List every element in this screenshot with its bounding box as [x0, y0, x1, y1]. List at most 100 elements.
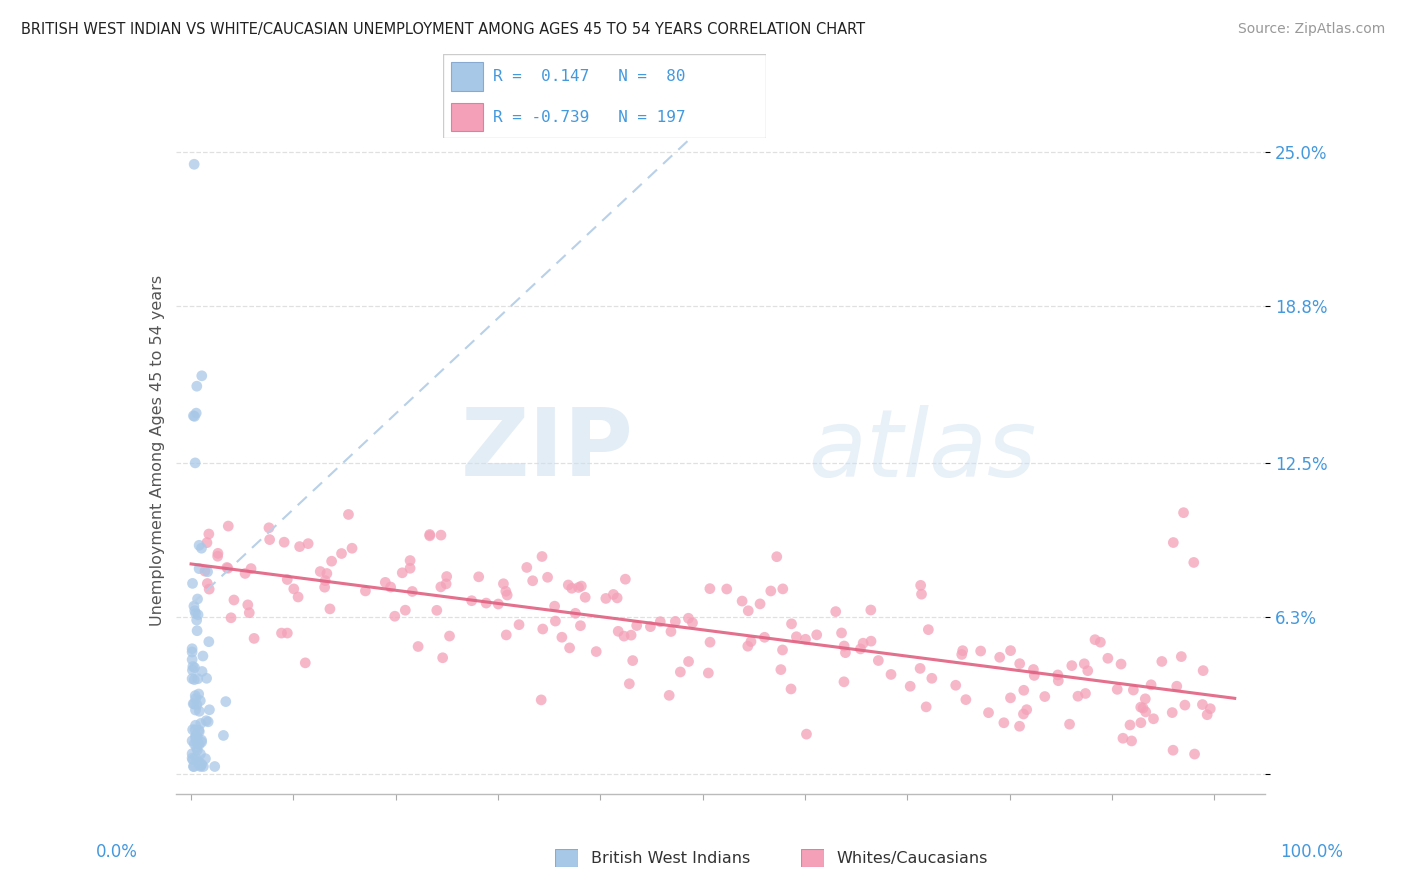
- Point: [190, 735, 212, 749]
- Point: [187, 687, 209, 701]
- Point: [1170, 649, 1192, 664]
- Point: [1000, 643, 1022, 657]
- Point: [198, 527, 221, 541]
- Point: [181, 753, 204, 767]
- Point: [399, 561, 422, 575]
- Point: [824, 605, 846, 619]
- Point: [197, 714, 219, 729]
- Point: [187, 672, 209, 686]
- Point: [1090, 635, 1112, 649]
- Point: [1135, 691, 1157, 706]
- Point: [569, 618, 592, 632]
- Point: [780, 681, 803, 696]
- Point: [613, 629, 636, 643]
- Point: [186, 731, 208, 745]
- Point: [952, 643, 974, 657]
- Point: [257, 521, 280, 535]
- Point: [1182, 556, 1205, 570]
- Point: [1008, 657, 1031, 671]
- Point: [294, 656, 316, 670]
- Point: [1161, 743, 1184, 757]
- Point: [183, 759, 205, 773]
- Point: [759, 584, 782, 599]
- Point: [183, 673, 205, 687]
- Point: [198, 703, 221, 717]
- Point: [321, 554, 343, 568]
- Point: [207, 549, 229, 564]
- Point: [595, 591, 617, 606]
- Point: [1073, 657, 1095, 671]
- Point: [181, 659, 204, 673]
- Point: [212, 728, 235, 742]
- Point: [187, 755, 209, 769]
- Point: [682, 615, 704, 630]
- Point: [314, 574, 336, 588]
- Point: [561, 581, 583, 595]
- Point: [1046, 668, 1069, 682]
- Point: [434, 577, 457, 591]
- Point: [181, 672, 204, 686]
- Point: [1129, 700, 1152, 714]
- Point: [699, 582, 721, 596]
- Point: [394, 603, 416, 617]
- Point: [240, 561, 263, 575]
- Point: [330, 547, 353, 561]
- Point: [785, 630, 807, 644]
- Point: [436, 569, 458, 583]
- Point: [190, 757, 212, 772]
- Point: [183, 697, 205, 711]
- Point: [340, 541, 363, 556]
- Point: [187, 607, 209, 622]
- Point: [832, 639, 855, 653]
- Point: [186, 698, 208, 712]
- Point: [495, 628, 517, 642]
- Point: [184, 750, 207, 764]
- Point: [794, 632, 817, 647]
- Text: 100.0%: 100.0%: [1279, 843, 1343, 861]
- Point: [183, 409, 205, 423]
- Point: [993, 715, 1015, 730]
- Point: [1166, 679, 1188, 693]
- Point: [401, 584, 423, 599]
- Point: [184, 729, 207, 743]
- Point: [1135, 705, 1157, 719]
- Point: [1000, 690, 1022, 705]
- Point: [1097, 651, 1119, 665]
- Point: [640, 620, 662, 634]
- Point: [1192, 664, 1215, 678]
- Point: [188, 538, 211, 552]
- Point: [602, 587, 624, 601]
- Point: [190, 716, 212, 731]
- Point: [832, 674, 855, 689]
- Point: [195, 714, 218, 728]
- Point: [187, 592, 209, 607]
- Point: [1109, 657, 1132, 671]
- Point: [184, 723, 207, 737]
- Point: [1197, 707, 1219, 722]
- Point: [439, 629, 461, 643]
- Point: [544, 614, 567, 628]
- Point: [834, 646, 856, 660]
- Text: British West Indians: British West Indians: [591, 851, 749, 865]
- FancyBboxPatch shape: [443, 54, 766, 138]
- Point: [516, 560, 538, 574]
- Point: [574, 591, 596, 605]
- Point: [1015, 703, 1038, 717]
- Point: [297, 536, 319, 550]
- Point: [399, 553, 422, 567]
- Point: [754, 630, 776, 644]
- Point: [716, 582, 738, 596]
- Point: [188, 724, 211, 739]
- Point: [486, 597, 509, 611]
- Point: [1140, 678, 1163, 692]
- Point: [186, 735, 208, 749]
- Point: [880, 667, 903, 681]
- Point: [910, 587, 932, 601]
- Point: [1067, 690, 1090, 704]
- Y-axis label: Unemployment Among Ages 45 to 54 years: Unemployment Among Ages 45 to 54 years: [149, 275, 165, 626]
- Point: [621, 654, 644, 668]
- Text: Whites/Caucasians: Whites/Caucasians: [837, 851, 988, 865]
- Point: [697, 665, 720, 680]
- Point: [658, 689, 681, 703]
- Point: [831, 626, 853, 640]
